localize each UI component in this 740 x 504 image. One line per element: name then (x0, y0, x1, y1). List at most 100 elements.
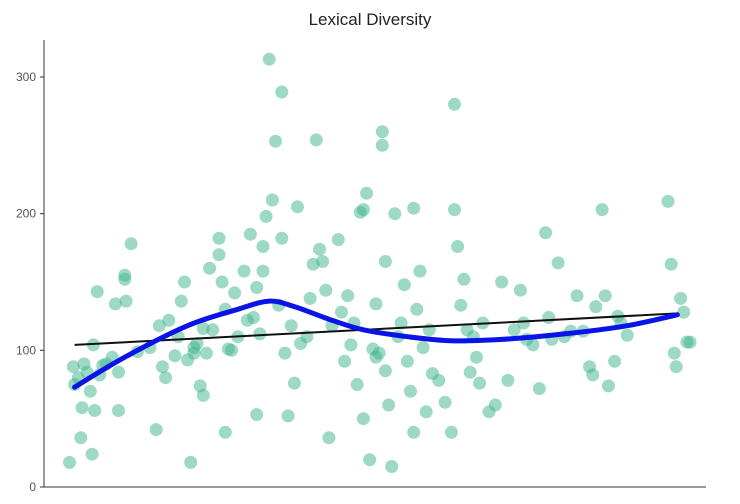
scatter-point (90, 285, 104, 299)
scatter-point (162, 313, 176, 327)
scatter-point (378, 364, 392, 378)
scatter-point (369, 297, 383, 311)
scatter-point (203, 261, 217, 275)
smooth-trend-line (72, 298, 680, 390)
scatter-point (281, 409, 295, 423)
y-tick-label: 300 (16, 70, 36, 84)
scatter-point (243, 227, 257, 241)
scatter-point (661, 194, 675, 208)
scatter-point (253, 327, 267, 341)
scatter-point (118, 272, 132, 286)
scatter-point (539, 226, 553, 240)
scatter-point (470, 350, 483, 364)
scatter-point (375, 138, 389, 152)
scatter-point (316, 255, 330, 268)
scatter-point (407, 201, 421, 215)
scatter-point (341, 289, 355, 303)
scatter-point (463, 365, 477, 379)
scatter-point (303, 291, 317, 305)
scatter-point (438, 395, 452, 409)
scatter-point (457, 272, 471, 286)
scatter-point (608, 354, 622, 368)
scatter-point (250, 281, 264, 294)
scatter-point (85, 447, 99, 461)
scatter-point (156, 360, 169, 374)
scatter-point (444, 425, 458, 439)
scatter-point (206, 323, 220, 337)
scatter-point (215, 275, 229, 289)
scatter-point (190, 337, 204, 350)
scatter-point (598, 289, 612, 303)
scatter-point (256, 240, 270, 253)
scatter-point (124, 237, 138, 251)
scatter-point (363, 453, 377, 467)
scatter-point (448, 97, 461, 111)
y-tick-label: 100 (16, 343, 36, 357)
scatter-point (454, 298, 468, 312)
scatter-point (212, 248, 226, 262)
scatter-point (119, 294, 133, 308)
scatter-point (112, 365, 125, 379)
scatter-point (212, 231, 226, 245)
scatter-point (416, 341, 430, 355)
scatter-point (313, 242, 326, 256)
scatter-point (247, 311, 260, 324)
scatter-point (601, 379, 615, 393)
scatter-point (526, 338, 540, 352)
scatter-point (108, 297, 122, 311)
scatter-point (278, 346, 292, 360)
scatter-point (228, 286, 242, 300)
scatter-point (196, 388, 210, 402)
scatter-point (350, 378, 364, 391)
scatter-point (385, 460, 399, 473)
scatter-point (159, 371, 173, 385)
scatter-point (174, 294, 188, 308)
scatter-point (275, 231, 289, 245)
scatter-point (669, 360, 683, 374)
scatter-point (152, 319, 166, 333)
scatter-point (178, 275, 191, 289)
scatter-point (184, 455, 198, 469)
scatter-point (149, 423, 163, 437)
scatter-point (404, 384, 417, 398)
scatter-point (595, 203, 609, 217)
scatter-point (473, 376, 487, 390)
scatter-point (237, 264, 251, 278)
scatter-point (356, 203, 370, 217)
scatter-point (256, 264, 270, 278)
scatter-point (388, 207, 402, 221)
scatter-point (667, 346, 681, 360)
scatter-point (335, 305, 348, 319)
scatter-point (309, 133, 323, 147)
scatter-point (331, 233, 345, 247)
scatter-point (74, 431, 88, 445)
scatter-point (551, 256, 565, 270)
scatter-point (262, 52, 276, 66)
scatter-point (218, 425, 232, 439)
scatter-point (495, 275, 509, 289)
scatter-point (382, 398, 396, 412)
scatter-point (225, 343, 239, 357)
scatter-point (88, 404, 102, 417)
scatter-point (507, 323, 521, 337)
scatter-point (338, 354, 352, 368)
scatter-point (683, 335, 697, 349)
scatter-point (400, 354, 414, 368)
scatter-point (356, 412, 370, 426)
scatter-point (620, 328, 634, 342)
scatter-point (319, 283, 333, 297)
scatter-point (513, 283, 527, 297)
scatter-point (570, 289, 584, 303)
scatter-point (344, 338, 358, 352)
scatter-point (265, 193, 279, 207)
scatter-point (419, 405, 433, 419)
scatter-point (448, 203, 461, 217)
scatter-point (586, 368, 600, 382)
scatter-point (501, 373, 515, 387)
scatter-point (432, 373, 446, 387)
scatter-point (275, 85, 289, 99)
scatter-point (269, 134, 282, 148)
scatter-point (542, 311, 556, 324)
